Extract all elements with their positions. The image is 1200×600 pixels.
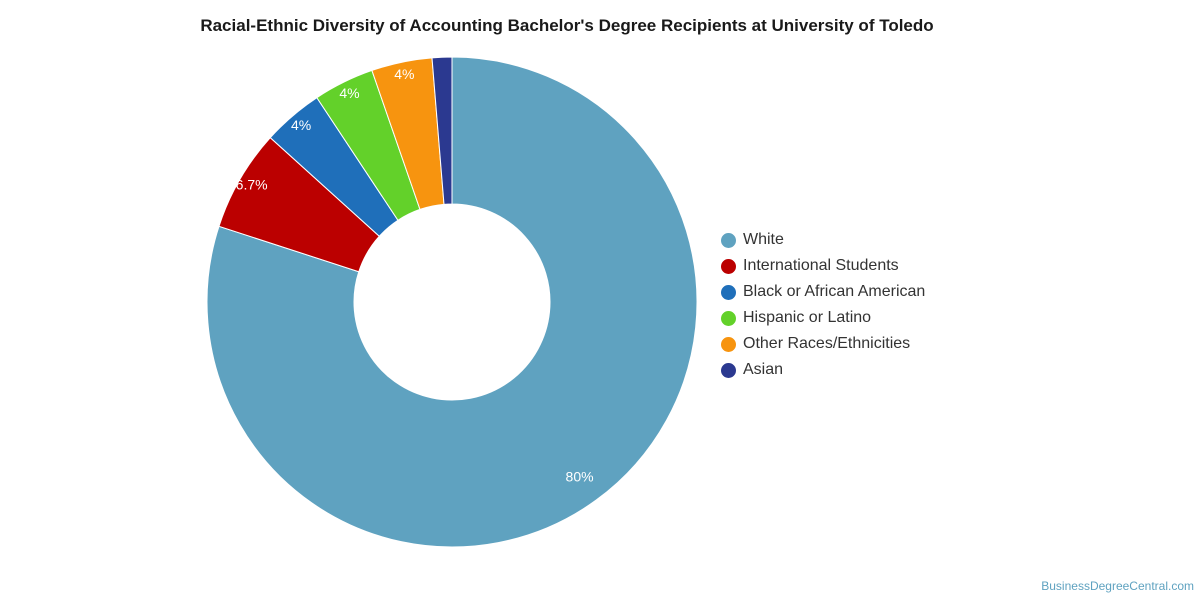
legend-item-black-or-african-american[interactable]: Black or African American [721,279,925,305]
legend-label: Hispanic or Latino [743,309,872,326]
donut-slices [206,56,698,548]
legend-item-asian[interactable]: Asian [721,357,925,383]
data-label-other-races-ethnicities: 4% [394,66,414,82]
legend-label: International Students [743,257,899,274]
chart-legend: White International Students Black or Afri… [721,227,925,383]
legend-item-white[interactable]: White [721,227,925,253]
legend-label: Other Races/Ethnicities [743,335,911,352]
source-credit: BusinessDegreeCentral.com [1041,579,1194,593]
legend-label: White [743,231,784,248]
data-label-international-students: 6.7% [236,177,268,193]
slice-labels: 80% 6.7% 4% 4% 4% [236,66,594,484]
data-label-white: 80% [566,468,594,484]
legend-swatch [721,310,736,326]
legend-swatch [721,284,736,300]
slice-asian[interactable] [431,56,453,205]
legend-item-international-students[interactable]: International Students [721,253,925,279]
legend-swatch [721,232,736,248]
legend-label: Black or African American [743,283,926,300]
legend-label: Asian [743,361,784,378]
legend-item-other-races-ethnicities[interactable]: Other Races/Ethnicities [721,331,925,357]
chart-title: Racial-Ethnic Diversity of Accounting Ba… [200,16,934,35]
legend-item-hispanic-or-latino[interactable]: Hispanic or Latino [721,305,925,331]
data-label-black-or-african-american: 4% [291,117,311,133]
legend-swatch [721,362,736,378]
legend-swatch [721,258,736,274]
slice-white[interactable] [206,56,698,548]
legend-swatch [721,336,736,352]
data-label-hispanic-or-latino: 4% [339,85,359,101]
